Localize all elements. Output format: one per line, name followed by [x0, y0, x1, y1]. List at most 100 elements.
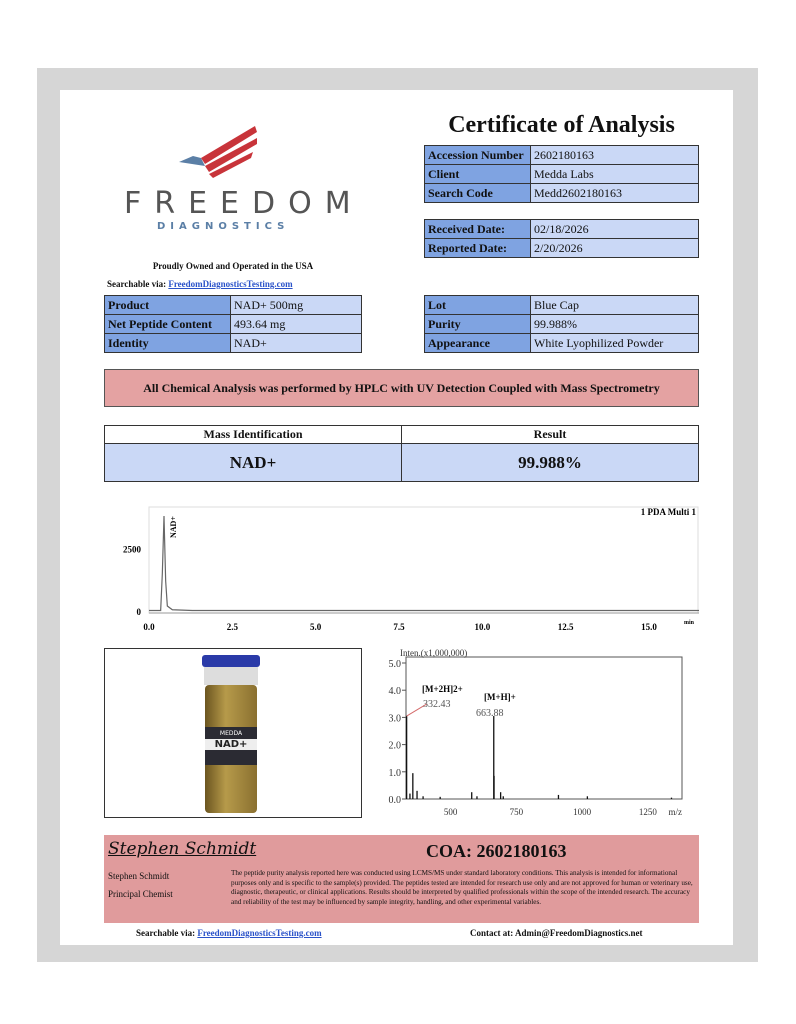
dates-table: Received Date: 02/18/2026 Reported Date: 2… [424, 219, 699, 258]
vial-brand: MEDDA [219, 730, 243, 737]
value: 2/20/2026 [530, 238, 699, 258]
info-table: Accession Number 2602180163 Client Medda L… [424, 145, 699, 203]
bottom-search-label: Searchable via: [136, 928, 196, 938]
logo-subtitle: DIAGNOSTICS [157, 221, 290, 232]
value: NAD+ [230, 333, 362, 353]
label: Accession Number [424, 145, 531, 165]
x-axis-label: m/z [669, 807, 683, 817]
mass-spectrum: 0.0 1.0 2.0 3.0 4.0 5.0 500 750 1000 1250 Inten.(x… [389, 648, 683, 817]
tagline: Proudly Owned and Operated in the USA [152, 261, 314, 271]
mz-label: 332.43 [423, 699, 451, 710]
table-row: Product NAD+ 500mg [104, 295, 362, 315]
label: Reported Date: [424, 238, 531, 258]
bottom-search: Searchable via: FreedomDiagnosticsTestin… [136, 928, 322, 938]
ion-label: [M+2H]2+ [422, 684, 463, 694]
vial-image: MEDDA NAD+ [200, 655, 262, 813]
page-title: Certificate of Analysis [448, 112, 675, 138]
ion-label: [M+H]+ [484, 692, 516, 702]
x-tick-label: 5.0 [310, 622, 322, 632]
lot-table: Lot Blue Cap Purity 99.988% Appearance Whit… [424, 295, 699, 353]
vial-photo-frame: MEDDA NAD+ [104, 648, 362, 818]
searchable-label: Searchable via: [107, 279, 167, 289]
result-value: 99.988% [401, 443, 699, 482]
x-tick-label: 7.5 [393, 622, 405, 632]
eagle-flag-logo-icon [179, 126, 257, 178]
label: Appearance [424, 333, 531, 353]
logo-wordmark: FREEDOM [124, 186, 364, 221]
signer-role: Principal Chemist [108, 889, 173, 899]
y-tick-label: 0.0 [389, 795, 402, 806]
value: NAD+ 500mg [230, 295, 362, 315]
mz-label: 663.88 [476, 708, 504, 719]
x-tick-label: 1000 [573, 807, 592, 817]
signature: Stephen Schmidt [108, 839, 257, 859]
x-axis-label: min [684, 620, 695, 626]
table-row: NAD+ 99.988% [104, 443, 699, 482]
x-tick-label: 750 [510, 807, 524, 817]
hplc-chromatogram: 0.0 2.5 5.0 7.5 10.0 12.5 15.0 0 2500 1 PDA Multi… [123, 506, 699, 632]
table-header-row: Mass Identification Result [104, 425, 699, 444]
label: Lot [424, 295, 531, 315]
table-row: Accession Number 2602180163 [424, 145, 699, 165]
peak-label: NAD+ [169, 516, 178, 538]
x-tick-label: 2.5 [227, 622, 239, 632]
label: Product [104, 295, 231, 315]
value: 2602180163 [530, 145, 699, 165]
value: Blue Cap [530, 295, 699, 315]
table-row: Received Date: 02/18/2026 [424, 219, 699, 239]
value: Medda Labs [530, 164, 699, 184]
value: 493.64 mg [230, 314, 362, 334]
contact: Contact at: Admin@FreedomDiagnostics.net [470, 928, 643, 938]
plot-frame [405, 656, 683, 800]
bottom-website-link[interactable]: FreedomDiagnosticsTesting.com [197, 928, 322, 938]
chromatogram-trace [149, 515, 699, 612]
x-tick-label: 1250 [639, 807, 658, 817]
signer-name: Stephen Schmidt [108, 871, 170, 881]
annotation-leader [406, 703, 428, 717]
label: Search Code [424, 183, 531, 203]
label: Net Peptide Content [104, 314, 231, 334]
method-banner: All Chemical Analysis was performed by H… [104, 369, 699, 407]
disclaimer: The peptide purity analysis reported her… [231, 869, 693, 906]
table-row: Client Medda Labs [424, 164, 699, 184]
y-tick-label: 5.0 [389, 659, 402, 670]
mass-identification-table: Mass Identification Result NAD+ 99.988% [104, 425, 699, 482]
header-result: Result [401, 425, 699, 444]
label: Purity [424, 314, 531, 334]
coa-number: COA: 2602180163 [426, 841, 567, 861]
value: 99.988% [530, 314, 699, 334]
x-tick-label: 500 [444, 807, 458, 817]
table-row: Reported Date: 2/20/2026 [424, 238, 699, 258]
x-tick-label: 0.0 [143, 622, 155, 632]
table-row: Appearance White Lyophilized Powder [424, 333, 699, 353]
signature-footer: Stephen Schmidt COA: 2602180163 Stephen … [104, 835, 699, 923]
label: Received Date: [424, 219, 531, 239]
value: 02/18/2026 [530, 219, 699, 239]
chart-title: 1 PDA Multi 1 [641, 507, 697, 517]
y-tick-label: 2500 [123, 545, 142, 555]
label: Client [424, 164, 531, 184]
y-tick-label: 4.0 [389, 686, 402, 697]
searchable-line: Searchable via: FreedomDiagnosticsTestin… [107, 279, 293, 289]
value: Medd2602180163 [530, 183, 699, 203]
table-row: Search Code Medd2602180163 [424, 183, 699, 203]
mass-value: NAD+ [104, 443, 402, 482]
website-link[interactable]: FreedomDiagnosticsTesting.com [168, 279, 293, 289]
plot-frame [148, 506, 699, 614]
table-row: Net Peptide Content 493.64 mg [104, 314, 362, 334]
value: White Lyophilized Powder [530, 333, 699, 353]
vial-product: NAD+ [205, 739, 257, 750]
product-table: Product NAD+ 500mg Net Peptide Content 493… [104, 295, 362, 353]
table-row: Purity 99.988% [424, 314, 699, 334]
y-tick-label: 3.0 [389, 713, 402, 724]
y-tick-label: 0 [137, 607, 142, 617]
x-tick-label: 12.5 [558, 622, 574, 632]
y-tick-label: 2.0 [389, 741, 402, 752]
y-tick-label: 1.0 [389, 768, 402, 779]
y-axis-label: Inten.(x1,000,000) [400, 648, 467, 658]
table-row: Lot Blue Cap [424, 295, 699, 315]
label: Identity [104, 333, 231, 353]
x-tick-label: 10.0 [474, 622, 490, 632]
table-row: Identity NAD+ [104, 333, 362, 353]
x-tick-label: 15.0 [641, 622, 657, 632]
